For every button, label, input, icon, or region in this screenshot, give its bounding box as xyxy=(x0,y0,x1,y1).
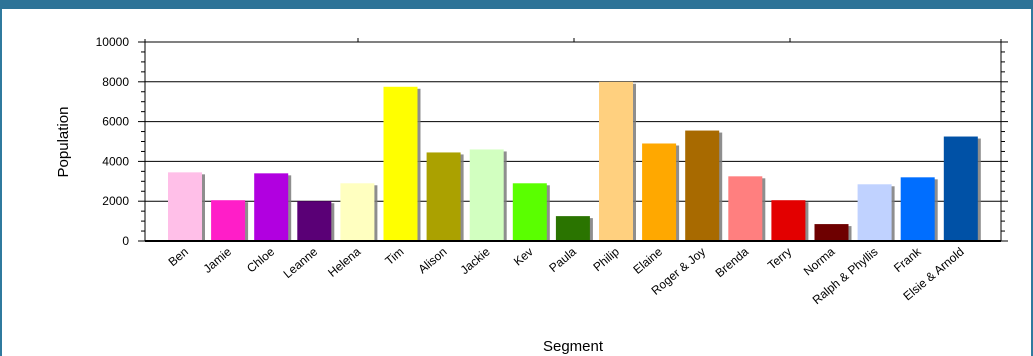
bars xyxy=(168,81,981,242)
axes xyxy=(138,38,1008,242)
y-axis-title: Population xyxy=(55,107,72,178)
x-tick-label: Chloe xyxy=(244,244,277,275)
bar xyxy=(814,224,849,241)
bar xyxy=(599,81,633,241)
x-tick-label: Jamie xyxy=(201,244,235,276)
x-tick-label: Tim xyxy=(382,245,406,268)
x-tick-label: Frank xyxy=(891,244,924,275)
bar xyxy=(168,172,202,241)
x-tick-label: Helena xyxy=(325,244,363,279)
bar xyxy=(555,216,590,241)
x-tick-label: Norma xyxy=(801,244,838,278)
bar xyxy=(211,200,246,241)
y-tick-label: 10000 xyxy=(96,35,130,49)
x-tick-labels: Ben Jamie Chloe Leanne Helena Tim Alison Jackie… xyxy=(166,244,967,307)
panel-header-bar xyxy=(0,0,1033,9)
x-tick-label: Leanne xyxy=(281,244,321,281)
bar xyxy=(943,136,978,241)
bar xyxy=(900,177,935,241)
y-tick-labels: 0 2000 4000 6000 8000 10000 xyxy=(96,35,130,248)
bar xyxy=(685,130,720,241)
x-tick-label: Alison xyxy=(415,245,449,277)
x-tick-label: Philip xyxy=(590,244,622,274)
x-tick-label: Brenda xyxy=(713,244,752,280)
bar xyxy=(297,201,332,241)
bar xyxy=(642,143,677,241)
bar xyxy=(383,86,418,242)
bar xyxy=(469,149,504,241)
y-tick-label: 6000 xyxy=(102,115,129,129)
x-tick-label: Elaine xyxy=(630,244,665,276)
bar xyxy=(340,183,375,241)
x-tick-label: Terry xyxy=(765,245,794,273)
y-tick-label: 8000 xyxy=(102,75,129,89)
bar xyxy=(728,176,763,241)
y-tick-label: 0 xyxy=(122,234,129,248)
x-tick-label: Kev xyxy=(511,245,536,269)
y-tick-label: 4000 xyxy=(102,154,129,168)
bar xyxy=(254,173,289,241)
bar xyxy=(426,152,461,241)
bar xyxy=(512,183,547,241)
bar xyxy=(771,200,806,241)
y-tick-label: 2000 xyxy=(102,194,129,208)
bar xyxy=(857,184,892,241)
x-tick-label: Ben xyxy=(166,245,191,269)
x-tick-label: Paula xyxy=(546,244,579,275)
x-axis-title: Segment xyxy=(543,338,604,355)
x-tick-label: Jackie xyxy=(458,244,493,277)
